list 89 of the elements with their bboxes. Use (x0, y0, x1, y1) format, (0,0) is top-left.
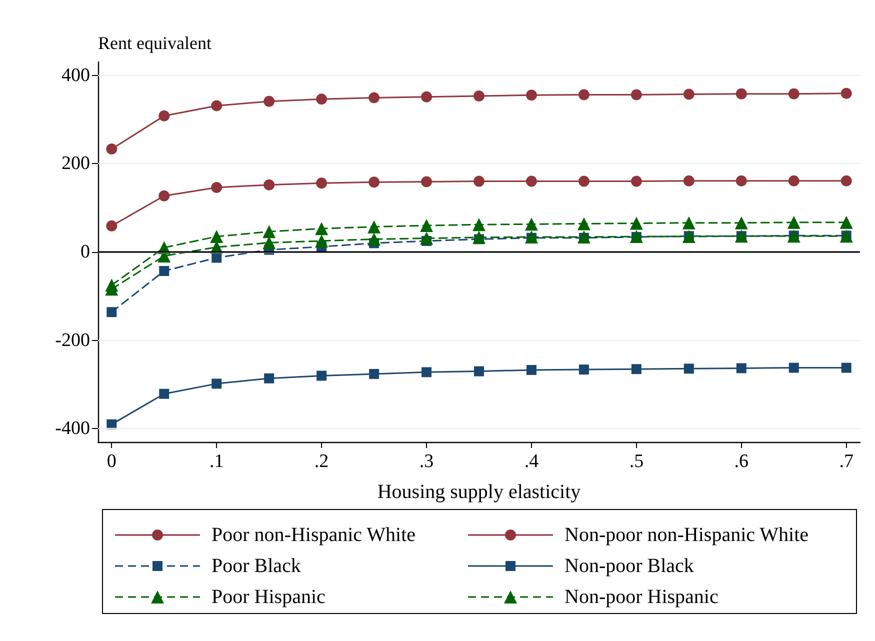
point (684, 364, 694, 374)
point (422, 367, 432, 378)
legend-label: Poor non-Hispanic White (212, 524, 416, 546)
point (631, 364, 642, 374)
y-tick-label: -200 (55, 330, 90, 351)
x-tick-label: .2 (314, 451, 329, 472)
point (474, 90, 484, 102)
point (788, 175, 800, 186)
point (474, 176, 484, 187)
point (315, 234, 328, 248)
point (524, 218, 538, 231)
point (106, 220, 118, 232)
point (158, 190, 170, 202)
y-tick-label: 0 (80, 242, 90, 262)
point (524, 230, 538, 244)
legend-label: Non-poor non-Hispanic White (564, 524, 809, 546)
point (840, 175, 852, 186)
point (734, 216, 748, 230)
y-tick-label: 200 (62, 153, 90, 174)
x-tick-label: 0 (106, 451, 116, 472)
point (682, 216, 696, 230)
point (788, 362, 799, 373)
point (420, 218, 434, 232)
point (472, 230, 486, 244)
x-tick-label: .5 (629, 451, 644, 472)
point (577, 230, 590, 244)
point (158, 110, 170, 122)
point (211, 182, 222, 193)
point (472, 218, 486, 232)
point (262, 236, 276, 250)
point (369, 368, 380, 379)
point (526, 90, 537, 101)
point (683, 88, 694, 100)
point (264, 179, 275, 190)
point (840, 216, 853, 229)
point (788, 88, 800, 100)
point (368, 92, 380, 104)
point (264, 373, 274, 384)
point (421, 91, 432, 102)
x-tick-label: .1 (209, 451, 224, 472)
y-tick-label: 400 (62, 64, 90, 86)
point (316, 370, 327, 381)
point (736, 363, 746, 374)
x-tick-label: .7 (839, 451, 854, 472)
point (526, 364, 536, 375)
point (106, 307, 117, 318)
point (577, 217, 590, 230)
x-tick-label: .6 (734, 451, 749, 472)
point (683, 175, 694, 186)
x-tick-label: .3 (419, 451, 434, 472)
point (212, 252, 222, 263)
point (787, 216, 800, 229)
point (840, 88, 852, 99)
point (736, 88, 747, 100)
point (159, 388, 170, 399)
point (315, 222, 328, 236)
point (262, 225, 276, 238)
point (368, 176, 380, 188)
point (211, 100, 222, 112)
point (368, 220, 381, 234)
point (736, 175, 747, 186)
point (526, 176, 537, 187)
x-axis-title: Housing supply elasticity (377, 481, 581, 503)
y-tick-label: -400 (55, 418, 90, 440)
point (474, 366, 484, 376)
legend-label: Poor Hispanic (212, 586, 326, 608)
point (316, 94, 328, 105)
legend-label: Non-poor Hispanic (564, 586, 718, 608)
legend-label: Poor Black (212, 555, 301, 577)
point (316, 178, 328, 189)
x-tick-label: .4 (524, 451, 540, 472)
point (630, 176, 642, 187)
point (630, 216, 643, 230)
point (578, 89, 590, 100)
y-axis-title: Rent equivalent (98, 33, 212, 53)
point (578, 364, 589, 375)
point (159, 266, 170, 276)
point (421, 176, 432, 188)
legend-label: Non-poor Black (564, 555, 694, 577)
point (630, 89, 642, 100)
point (106, 144, 118, 155)
point (841, 362, 852, 373)
point (106, 419, 117, 430)
point (420, 232, 434, 245)
point (212, 378, 222, 389)
point (264, 96, 275, 107)
point (210, 230, 224, 244)
point (578, 176, 590, 187)
point (368, 232, 381, 246)
